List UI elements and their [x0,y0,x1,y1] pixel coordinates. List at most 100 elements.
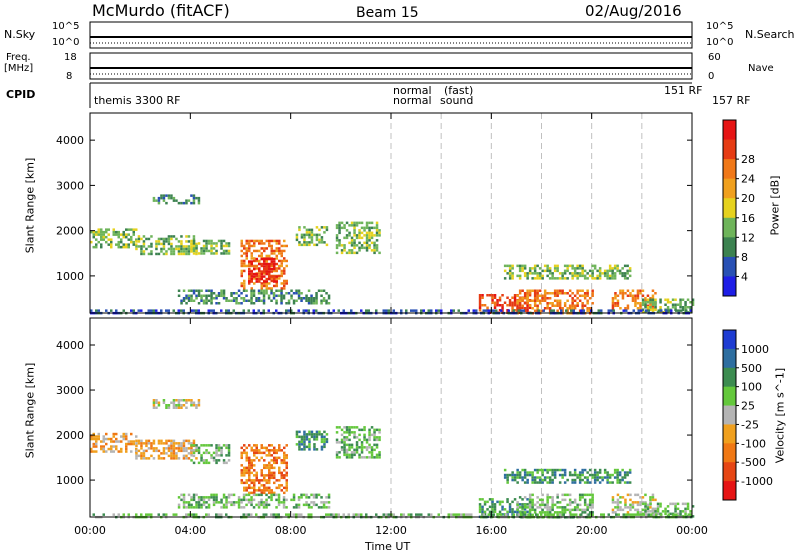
power-data-cell [338,224,341,227]
velocity-data-cell [195,444,198,447]
power-data-cell [521,269,524,273]
power-data-cell [674,303,677,306]
velocity-data-cell [521,508,524,511]
power-data-cell [190,201,193,205]
power-data-cell [493,306,497,309]
velocity-data-cell [649,496,652,499]
velocity-data-cell [478,498,482,501]
velocity-data-cell [177,404,181,407]
power-data-cell [659,311,662,314]
power-data-cell [528,304,532,307]
velocity-data-cell [531,498,534,502]
power-data-cell [563,304,567,307]
power-data-cell [295,236,299,239]
velocity-data-cell [561,498,564,502]
velocity-data-cell [335,456,339,459]
power-data-cell [142,252,146,256]
power-data-cell [641,298,645,301]
velocity-data-cell [192,506,196,509]
power-data-cell [260,272,263,276]
power-data-cell [626,307,630,310]
power-data-cell [115,243,118,246]
power-data-cell [340,251,344,255]
velocity-data-cell [185,401,188,404]
velocity-data-cell [611,481,614,484]
velocity-data-cell [270,444,273,447]
velocity-data-cell [242,506,246,509]
power-data-cell [358,234,361,237]
power-data-cell [243,244,246,248]
power-data-cell [355,244,359,247]
velocity-data-cell [243,474,246,477]
velocity-data-cell [345,428,349,432]
velocity-data-cell [561,506,564,509]
power-data-cell [243,279,246,283]
power-data-cell [295,238,299,242]
power-data-cell [481,294,484,297]
velocity-data-cell [664,512,667,516]
velocity-data-cell [553,511,557,514]
power-data-cell [250,299,253,302]
power-data-cell [308,243,311,247]
velocity-data-cell [162,449,166,453]
velocity-data-cell [345,453,349,457]
power-data-cell [260,239,263,243]
power-data-cell [295,289,298,292]
power-data-cell [263,280,266,283]
velocity-data-cell [325,506,328,509]
power-data-cell [110,238,113,241]
velocity-data-cell [481,508,484,511]
velocity-data-cell [97,437,100,441]
velocity-data-cell [689,510,692,513]
velocity-data-cell [340,433,344,437]
power-data-cell [553,277,557,280]
power-data-cell [613,277,617,280]
power-data-cell [581,274,584,278]
velocity-data-cell [517,513,520,516]
power-data-cell [217,239,221,243]
power-data-cell [210,249,213,253]
power-data-cell [591,264,594,268]
power-data-cell [558,307,562,310]
velocity-data-cell [110,447,113,451]
velocity-data-cell [541,511,544,514]
velocity-data-cell [250,496,253,499]
power-data-cell [265,247,268,250]
velocity-data-cell [167,444,171,448]
velocity-data-cell [578,476,582,479]
velocity-data-cell [627,513,630,516]
power-data-cell [207,239,211,243]
power-data-cell [110,309,113,312]
power-data-cell [252,292,256,295]
power-data-cell [212,252,216,255]
power-data-cell [679,298,682,301]
velocity-data-cell [527,513,530,516]
velocity-data-cell [177,401,181,404]
power-data-cell [127,233,130,236]
power-data-cell [320,241,324,244]
power-data-cell [250,254,253,258]
velocity-data-cell [571,501,574,504]
power-data-cell [280,302,283,305]
power-data-cell [140,245,143,248]
velocity-data-cell [581,493,584,497]
power-data-cell [654,303,657,306]
velocity-data-cell [250,498,253,502]
velocity-data-cell [157,404,161,407]
power-data-cell [487,309,490,312]
power-data-cell [566,307,569,310]
power-data-cell [122,233,125,236]
velocity-data-cell [270,476,273,480]
power-data-cell [691,298,695,301]
power-data-cell [240,282,243,285]
power-data-cell [440,309,443,312]
velocity-data-cell [335,451,339,454]
velocity-data-cell [290,498,293,502]
power-data-cell [270,264,273,268]
velocity-data-cell [283,486,286,490]
velocity-data-cell [248,474,251,477]
power-data-cell [132,243,135,246]
velocity-data-cell [300,448,304,451]
velocity-data-cell [543,478,547,482]
velocity-data-cell [277,501,281,504]
